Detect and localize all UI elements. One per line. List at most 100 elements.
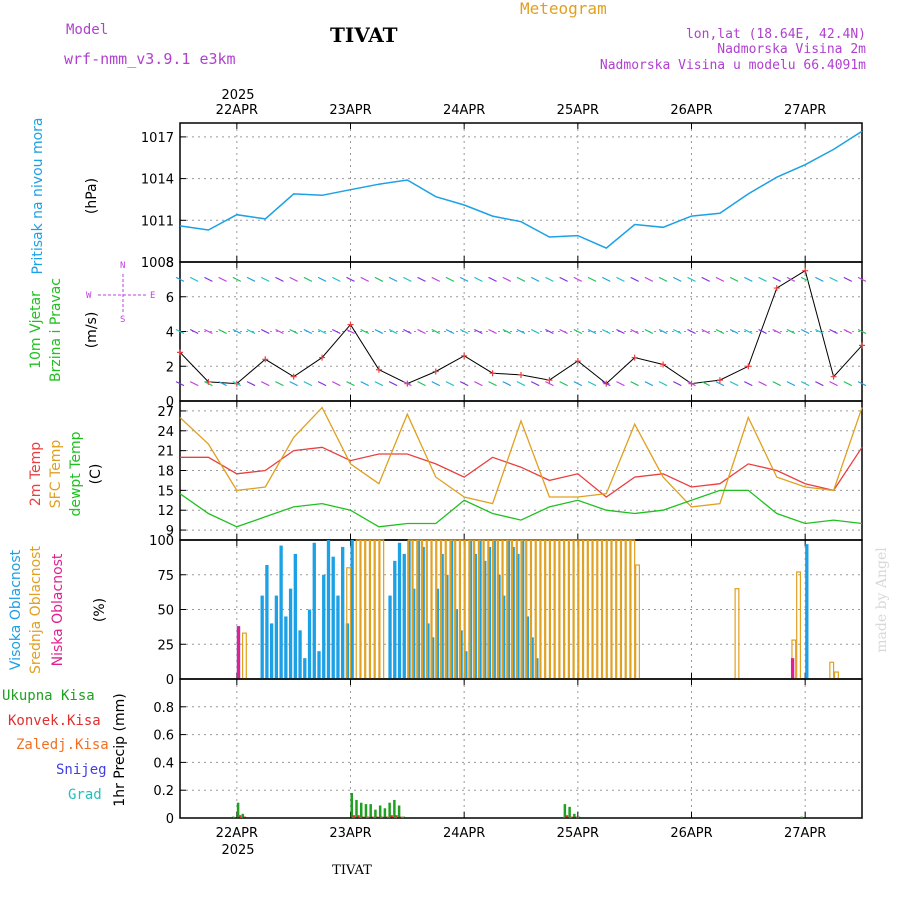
precip-bar-total <box>364 804 368 818</box>
wind-barb-S <box>332 381 341 387</box>
cloud-bar-high <box>525 616 530 679</box>
precip-bar-conv <box>565 815 569 818</box>
wind-barb-W <box>445 328 455 335</box>
cloud-bar-high <box>312 542 316 679</box>
wind-barb-W <box>715 328 725 335</box>
cloud-bar-high <box>307 609 312 679</box>
wind-barb-N <box>516 276 526 282</box>
cloud-bar-high <box>459 630 463 679</box>
wind-barb-N <box>275 276 284 282</box>
wind-barb-W <box>246 328 256 335</box>
top-day-23APR: 23APR <box>329 103 371 118</box>
cloud-bar-high <box>326 540 331 679</box>
wind-barb-W <box>431 328 441 335</box>
cloud-bar-high <box>274 595 279 679</box>
cloud-bar-high <box>388 595 392 679</box>
top-year: 2025 <box>221 88 254 103</box>
wind-barb-N <box>474 276 483 282</box>
wind-barb-W <box>388 328 398 335</box>
model-label: Model <box>66 22 108 38</box>
wind-barb-S <box>800 381 810 387</box>
precip-bar-total <box>232 816 235 818</box>
wind-barb-S <box>260 381 270 387</box>
wind-barb-W <box>815 328 824 335</box>
wind-barb-S <box>701 381 710 387</box>
precip-ytick-label: 0.2 <box>153 784 174 799</box>
wind-barb-S <box>687 381 696 387</box>
wind-barb-S <box>616 381 625 387</box>
wind-barb-W <box>800 328 810 335</box>
cloud-bar-high <box>397 542 402 679</box>
top-day-27APR: 27APR <box>784 103 826 118</box>
wind-barb-S <box>417 381 426 387</box>
wind-barb-W <box>673 328 682 335</box>
cloud-bar-mid <box>833 671 839 680</box>
wind-speed-marker <box>859 342 865 349</box>
wind-barb-W <box>857 328 867 335</box>
wind-ytick-label: 2 <box>166 360 174 375</box>
wind-barb-W <box>587 328 597 335</box>
wind-speed-marker <box>489 370 496 377</box>
cloud-bar-high <box>435 588 440 679</box>
wind-barb-N <box>687 276 696 282</box>
panel-temperature: 9 12 15 18 21 24 27 <box>157 400 863 541</box>
cloud-bar-high <box>416 540 421 679</box>
wind-speed-marker <box>546 377 553 384</box>
wind-barb-S <box>815 381 824 387</box>
wind-barb-S <box>232 381 242 387</box>
precip-bar-total <box>800 816 803 818</box>
cloud-bar-mid <box>606 539 612 680</box>
pressure-ytick-label: 1017 <box>141 131 174 146</box>
wind-barb-N <box>417 276 426 282</box>
wind-barb-N <box>644 276 654 282</box>
precip-bar-total <box>402 816 406 818</box>
wind-barb-S <box>218 381 227 387</box>
cloud-bar-mid <box>573 539 579 680</box>
wind-barb-N <box>189 276 199 282</box>
cloud-bar-mid <box>635 564 641 680</box>
precip-bar-total <box>383 808 387 818</box>
temperature-ytick-label: 18 <box>157 465 174 480</box>
wind-barb-W <box>175 328 185 335</box>
legend-ukupna: Ukupna Kisa <box>2 688 95 704</box>
cloud-bar-high <box>341 546 345 679</box>
wind-barb-N <box>388 276 398 282</box>
wind-barb-N <box>204 276 213 282</box>
wind-barb-S <box>843 381 853 387</box>
wind-barb-W <box>374 328 384 335</box>
wind-barb-N <box>232 276 242 282</box>
wind-barb-N <box>616 276 625 282</box>
wind-barb-W <box>658 328 668 335</box>
cloud-bar-high <box>530 637 534 679</box>
wind-barb-W <box>275 328 284 335</box>
wind-speed-marker <box>461 352 468 359</box>
wind-barb-W <box>232 328 242 335</box>
wind-barb-N <box>360 276 369 282</box>
cloud-title-3: Niska Oblacnost <box>50 553 66 666</box>
wind-barb-S <box>403 381 412 387</box>
pressure-ytick-label: 1008 <box>141 256 174 271</box>
wind-barb-W <box>516 328 526 335</box>
cloud-bar-mid <box>578 539 584 680</box>
wind-barb-S <box>289 381 298 387</box>
wind-title-1: 10m Vjetar <box>28 291 44 369</box>
cloud-bar-high <box>431 637 435 679</box>
wind-barb-S <box>431 381 441 387</box>
model-name: wrf-nmm_v3.9.1 e3km <box>64 50 236 68</box>
wind-barb-N <box>857 276 867 282</box>
wind-barb-S <box>474 381 483 387</box>
wind-speed-marker <box>574 358 581 365</box>
wind-barb-S <box>317 381 327 387</box>
cloud-bar-high <box>331 556 335 679</box>
wind-barb-W <box>417 328 426 335</box>
wind-barb-W <box>260 328 270 335</box>
precip-bar-conv <box>352 815 355 818</box>
cloud-bar-mid <box>620 539 626 680</box>
cloud-bar-mid <box>360 539 366 680</box>
wind-barb-N <box>303 276 313 282</box>
cloud-bar-high <box>426 623 430 679</box>
precip-frame <box>179 678 863 819</box>
precip-ylabel: 1hr Precip (mm) <box>112 693 128 806</box>
compass-e: E <box>150 291 155 301</box>
cloud-bar-mid <box>379 539 385 680</box>
